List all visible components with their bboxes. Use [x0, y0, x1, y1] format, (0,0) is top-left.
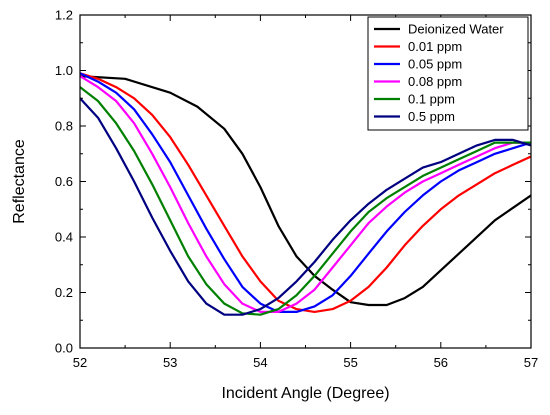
legend: Deionized Water 0.01 ppm 0.05 ppm 0.08 ppm 0… [367, 16, 529, 131]
legend-label: 0.01 ppm [408, 39, 462, 54]
series-line-4 [80, 85, 531, 316]
y-tick-label: 0.6 [55, 174, 73, 189]
y-tick-label: 1.2 [55, 8, 73, 23]
legend-label: 0.08 ppm [408, 74, 462, 89]
series-line-0 [80, 74, 531, 307]
x-tick-label: 53 [163, 355, 177, 370]
x-tick-label: 55 [343, 355, 357, 370]
axis-layer: 52 53 54 55 56 57 0.0 0.2 0.4 0.6 0.8 1.0 1.2 [55, 8, 538, 371]
series-line-3 [80, 74, 531, 313]
y-tick-label: 0.2 [55, 285, 73, 300]
y-axis-title: Reflectance [11, 139, 28, 224]
series-line-1 [80, 72, 531, 313]
series-line-2 [80, 72, 531, 313]
legend-label: 0.1 ppm [408, 92, 455, 107]
legend-label: 0.05 ppm [408, 57, 462, 72]
legend-box [367, 16, 529, 131]
series-layer [80, 72, 531, 316]
y-tick-label: 0.0 [55, 341, 73, 356]
x-tick-label: 57 [524, 355, 538, 370]
x-axis-title: Incident Angle (Degree) [221, 385, 389, 402]
x-tick-label: 56 [434, 355, 448, 370]
legend-label: 0.5 ppm [408, 109, 455, 124]
legend-label: Deionized Water [408, 22, 504, 37]
x-tick-label: 54 [253, 355, 267, 370]
series-line-5 [80, 97, 531, 316]
y-tick-label: 0.8 [55, 119, 73, 134]
y-tick-label: 1.0 [55, 63, 73, 78]
y-tick-label: 0.4 [55, 230, 73, 245]
x-tick-label: 52 [73, 355, 87, 370]
